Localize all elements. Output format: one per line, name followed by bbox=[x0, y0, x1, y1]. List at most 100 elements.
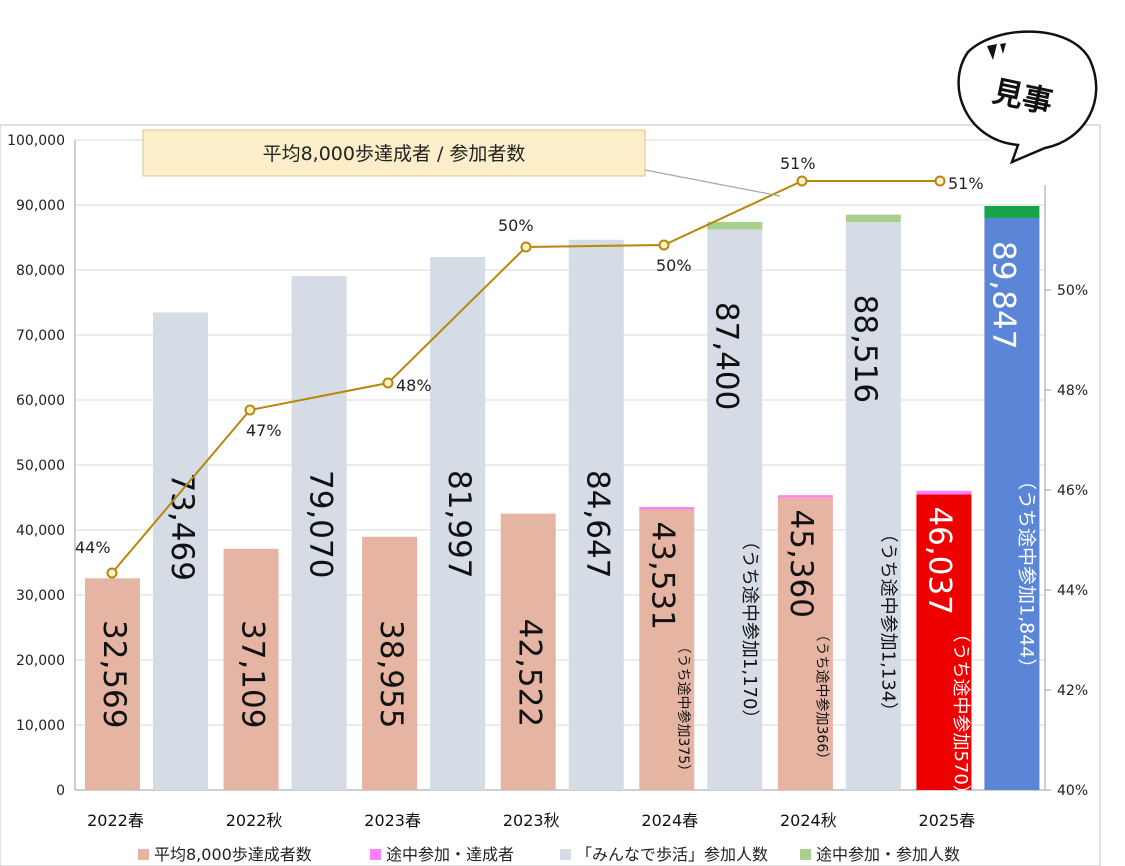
rate-annotation: 平均8,000歩達成者 / 参加者数 bbox=[142, 129, 781, 197]
legend: 平均8,000歩達成者数 途中参加・達成者 「みんなで歩活」参加人数 途中参加・参加人… bbox=[138, 845, 960, 864]
rate-point bbox=[106, 567, 118, 579]
rate-point bbox=[658, 239, 670, 251]
rate-label: 51% bbox=[948, 174, 984, 193]
achiever-value-label: 37,109 bbox=[235, 620, 271, 728]
participant-extra-bar bbox=[984, 205, 1040, 218]
y-tick-label: 70,000 bbox=[16, 328, 65, 344]
legend-label: 平均8,000歩達成者数 bbox=[154, 845, 312, 864]
annotation-leader bbox=[644, 169, 781, 197]
participant-bar bbox=[984, 217, 1040, 791]
achiever-sub-label: （うち途中参加375） bbox=[675, 639, 692, 778]
annotation-box bbox=[142, 129, 646, 177]
annotation-text: 平均8,000歩達成者 / 参加者数 bbox=[263, 143, 526, 165]
rate-label: 47% bbox=[246, 421, 282, 440]
participant-extra-bar bbox=[845, 214, 901, 223]
y2-tick-label: 48% bbox=[1057, 383, 1088, 399]
rate-point bbox=[796, 175, 808, 187]
y-tick-label: 100,000 bbox=[7, 133, 65, 149]
rate-label: 48% bbox=[396, 376, 432, 395]
achiever-extra-bar bbox=[916, 490, 972, 495]
rate-point bbox=[244, 404, 256, 416]
y2-tick-label: 44% bbox=[1057, 583, 1088, 599]
y2-tick-label: 42% bbox=[1057, 683, 1088, 699]
participant-sub-label: （うち途中参加1,134） bbox=[877, 525, 898, 721]
y-tick-label: 80,000 bbox=[16, 263, 65, 279]
emphasis-mark-icon bbox=[1000, 43, 1006, 54]
bars bbox=[85, 205, 1040, 791]
y-tick-label: 30,000 bbox=[16, 588, 65, 604]
x-tick-label: 2023秋 bbox=[503, 811, 560, 830]
participant-bar bbox=[430, 257, 486, 790]
rate-point bbox=[520, 241, 532, 253]
x-tick-label: 2023春 bbox=[364, 811, 421, 830]
participant-bar bbox=[845, 222, 901, 791]
achiever-value-label: 42,522 bbox=[512, 619, 548, 727]
achiever-value-label: 46,037 bbox=[921, 506, 957, 614]
y2-tick-label: 50% bbox=[1057, 283, 1088, 299]
legend-label: 途中参加・参加人数 bbox=[816, 845, 960, 864]
achiever-value-label: 45,360 bbox=[783, 510, 819, 618]
participant-sub-label: （うち途中参加1,170） bbox=[739, 532, 760, 728]
participant-bar bbox=[291, 276, 347, 790]
y-tick-label: 50,000 bbox=[16, 458, 65, 474]
rate-point bbox=[934, 175, 946, 187]
achiever-extra-bar bbox=[639, 507, 695, 510]
legend-label: 途中参加・達成者 bbox=[386, 845, 514, 864]
achiever-bar bbox=[85, 578, 140, 790]
participant-bar bbox=[707, 229, 763, 790]
rate-label: 44% bbox=[75, 538, 111, 557]
y2-tick-label: 40% bbox=[1057, 783, 1088, 799]
participant-value-label: 87,400 bbox=[708, 302, 744, 410]
participant-value-label: 84,647 bbox=[580, 470, 616, 578]
y-tick-label: 10,000 bbox=[16, 718, 65, 734]
participant-value-label: 73,469 bbox=[164, 472, 200, 580]
x-tick-label: 2025春 bbox=[919, 811, 976, 830]
rate-line: 44% 47% 48% 50% 50% 51% 51% bbox=[75, 154, 984, 579]
achiever-value-label: 32,569 bbox=[96, 620, 132, 728]
participant-value-label: 88,516 bbox=[847, 295, 883, 403]
praise-badge: 見事 bbox=[957, 30, 1098, 165]
achiever-value-label: 43,531 bbox=[644, 521, 680, 629]
y-tick-label: 90,000 bbox=[16, 198, 65, 214]
y2-tick-label: 46% bbox=[1057, 483, 1088, 499]
achiever-bar bbox=[500, 513, 556, 790]
speech-bubble bbox=[957, 30, 1098, 165]
participant-value-label: 79,070 bbox=[303, 470, 339, 578]
participant-extra-bar bbox=[707, 221, 763, 230]
legend-swatch bbox=[560, 849, 571, 860]
x-tick-label: 2024秋 bbox=[780, 811, 837, 830]
participant-sub-label: （うち途中参加1,844） bbox=[1015, 471, 1037, 677]
y-axis-left: 0 10,000 20,000 30,000 40,000 50,000 60,000 70,… bbox=[7, 133, 76, 799]
achiever-bar bbox=[223, 548, 279, 790]
achiever-value-label: 38,955 bbox=[373, 620, 409, 728]
x-tick-label: 2022春 bbox=[87, 811, 144, 830]
y-tick-label: 40,000 bbox=[16, 523, 65, 539]
y-tick-label: 60,000 bbox=[16, 393, 65, 409]
x-tick-label: 2024春 bbox=[641, 811, 698, 830]
achiever-sub-label: （うち途中参加570） bbox=[950, 624, 971, 802]
participant-value-label: 81,997 bbox=[441, 470, 477, 578]
participant-bar bbox=[153, 312, 208, 790]
achiever-sub-label: （うち途中参加366） bbox=[813, 628, 830, 767]
rate-point bbox=[382, 377, 394, 389]
y-tick-label: 20,000 bbox=[16, 653, 65, 669]
rate-label: 51% bbox=[780, 154, 816, 173]
achiever-bar bbox=[362, 536, 418, 790]
participant-bar bbox=[568, 239, 624, 790]
rate-label: 50% bbox=[656, 256, 692, 275]
legend-swatch bbox=[370, 849, 381, 860]
y-tick-label: 0 bbox=[56, 783, 65, 799]
achiever-bar bbox=[916, 494, 972, 790]
y-axis-right: 40% 42% 44% 46% 48% 50% bbox=[1044, 185, 1088, 799]
achiever-bar bbox=[777, 497, 833, 790]
x-axis: 2022春 2022秋 2023春 2023秋 2024春 2024秋 2025春 bbox=[87, 811, 975, 830]
x-tick-label: 2022秋 bbox=[226, 811, 283, 830]
legend-swatch bbox=[800, 849, 811, 860]
achiever-extra-bar bbox=[777, 495, 833, 498]
participant-value-label: 89,847 bbox=[985, 241, 1021, 349]
emphasis-mark-icon bbox=[987, 44, 997, 60]
legend-swatch bbox=[138, 849, 149, 860]
rate-label: 50% bbox=[498, 216, 534, 235]
achiever-bar bbox=[639, 509, 695, 790]
